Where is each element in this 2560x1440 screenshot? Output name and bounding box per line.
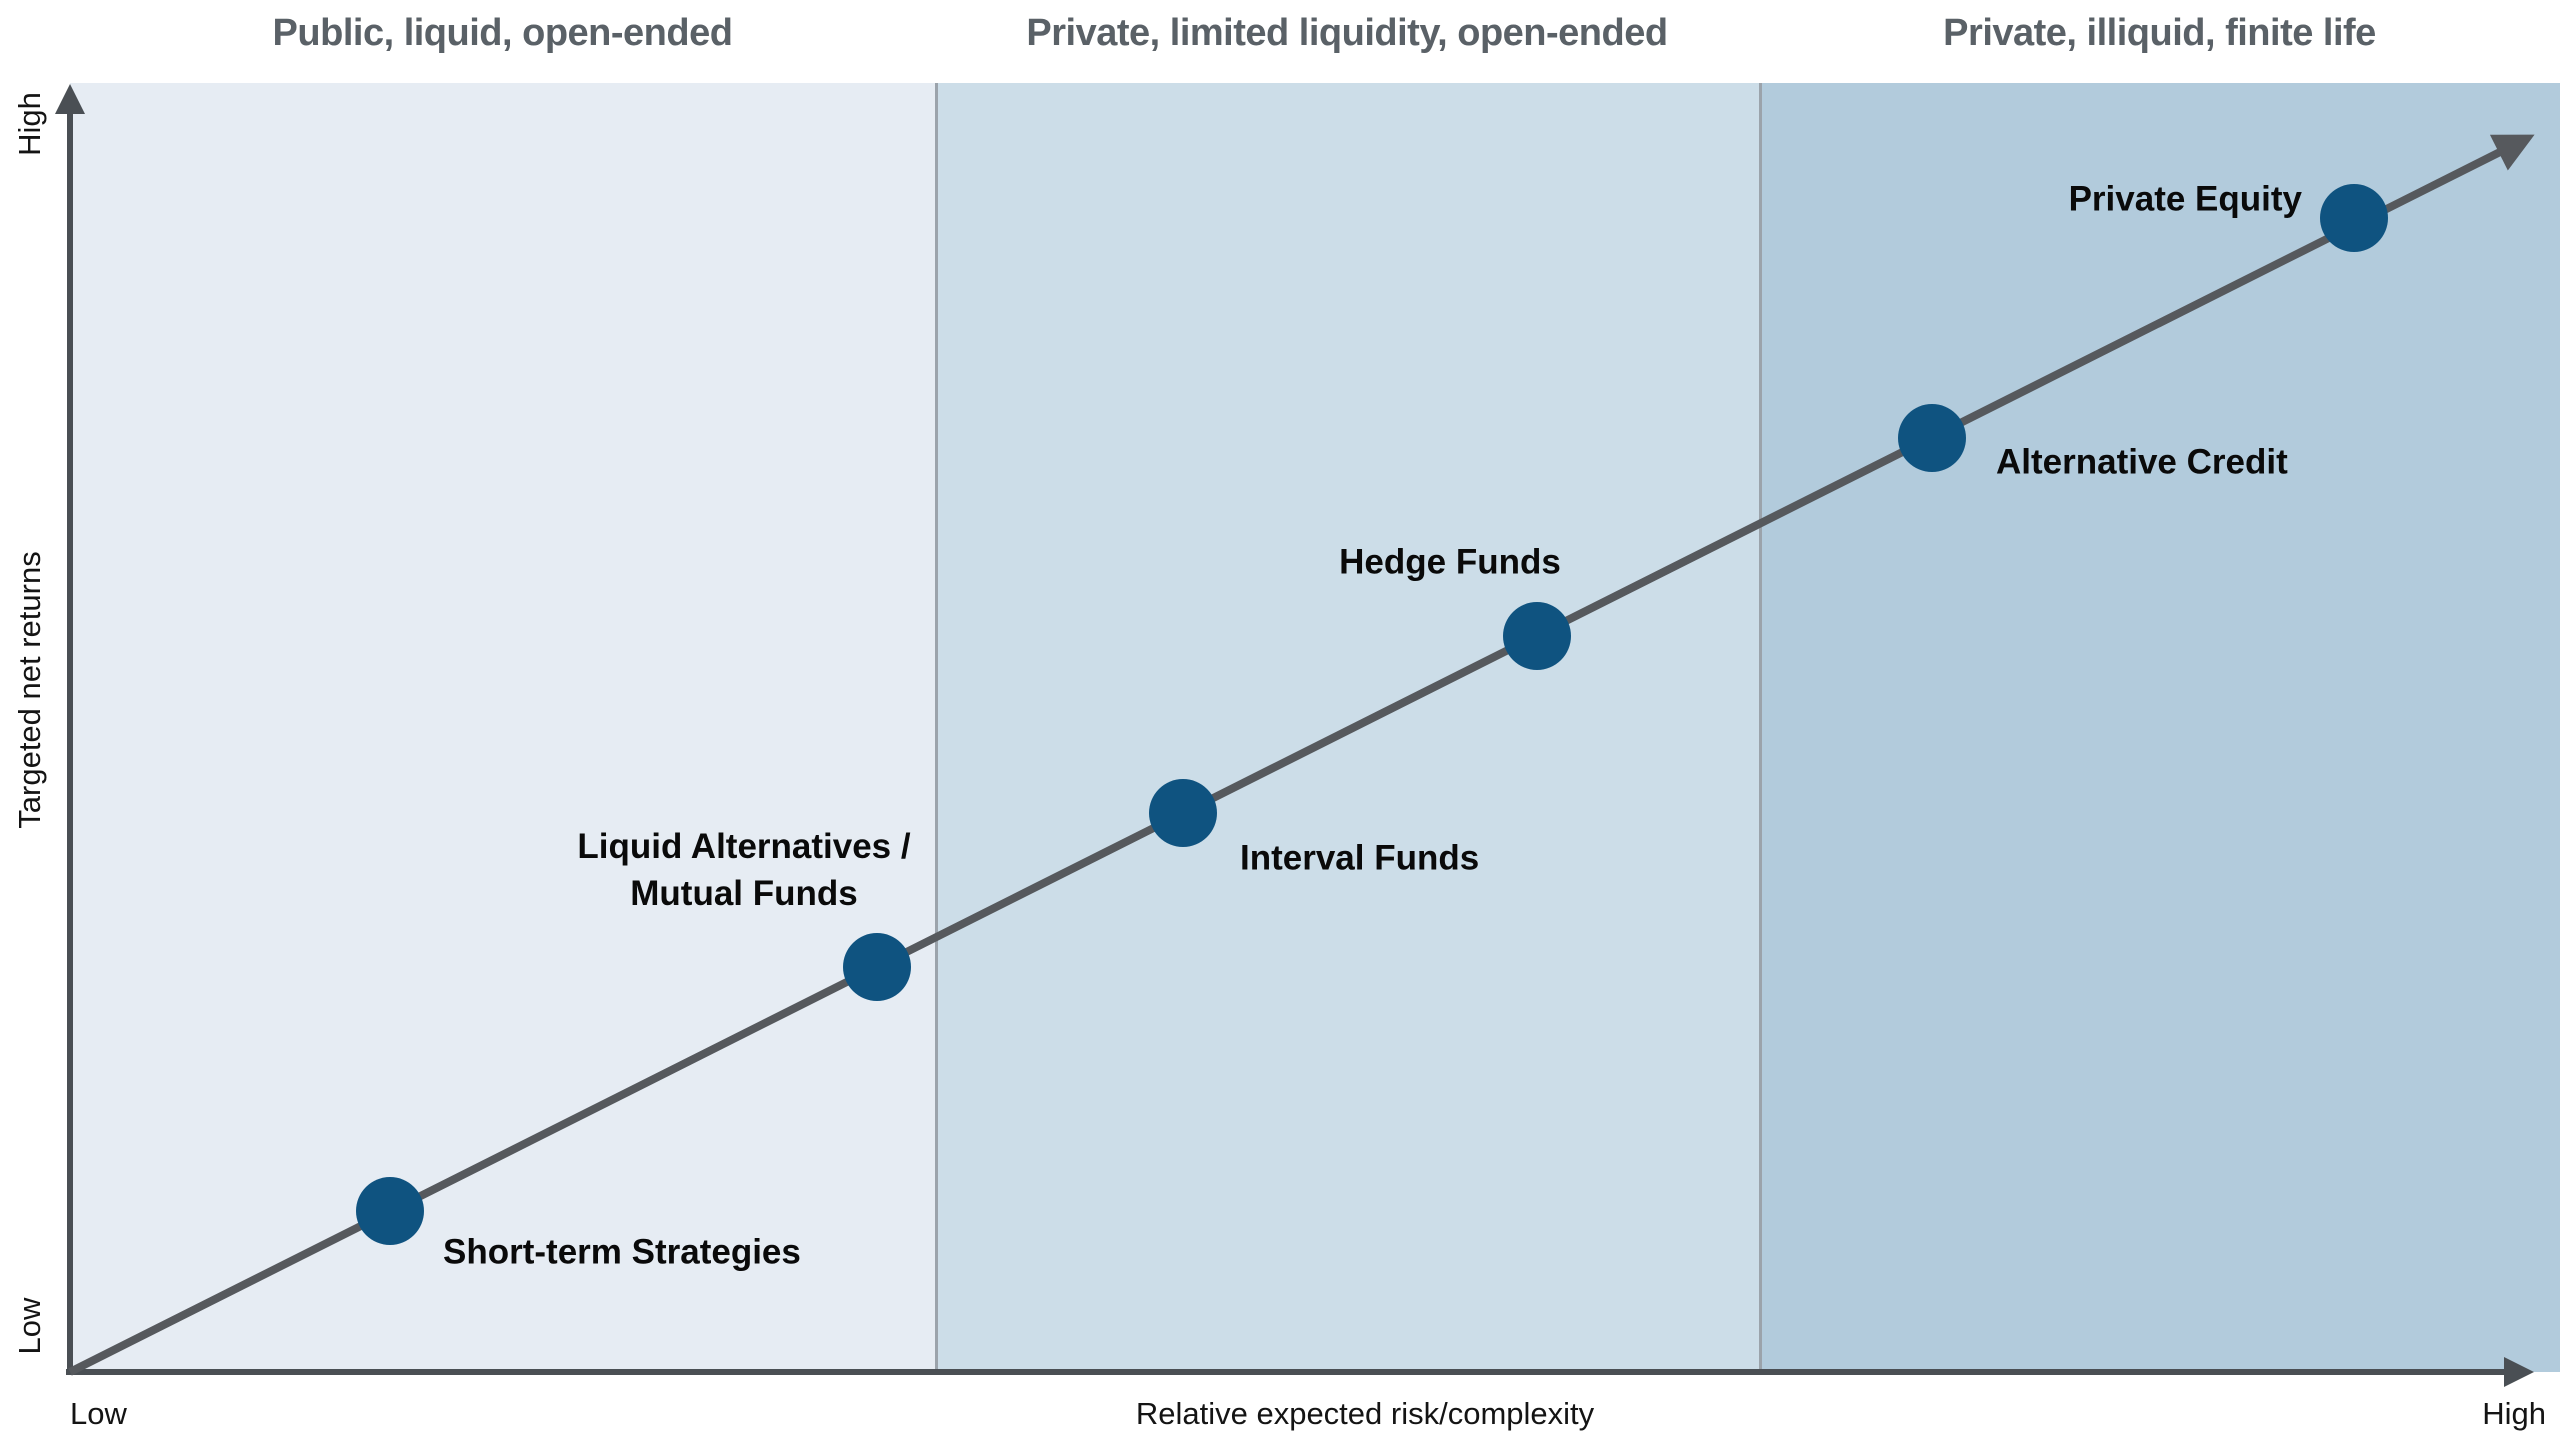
data-point-dot xyxy=(1149,779,1217,847)
risk-return-trend-arrow xyxy=(68,134,2535,1376)
data-point-dot xyxy=(2320,184,2388,252)
x-axis-title: Relative expected risk/complexity xyxy=(1135,1396,1595,1431)
data-point-dot xyxy=(843,933,911,1001)
data-point-label: Alternative Credit xyxy=(1996,442,2288,482)
x-axis-low-label: Low xyxy=(70,1396,127,1431)
y-axis-high-label: High xyxy=(12,92,47,156)
data-point-label: Liquid Alternatives / Mutual Funds xyxy=(577,827,911,913)
y-axis-title: Targeted net returns xyxy=(12,551,47,829)
zone-header: Private, limited liquidity, open-ended xyxy=(1026,12,1668,54)
data-point-label: Private Equity xyxy=(2068,179,2302,219)
zone-header: Private, illiquid, finite life xyxy=(1943,12,2376,54)
zone-header: Public, liquid, open-ended xyxy=(272,12,733,54)
data-point-label: Hedge Funds xyxy=(1339,542,1561,582)
x-axis-high-label: High xyxy=(2482,1396,2546,1431)
zone-band xyxy=(1759,83,2560,1372)
data-point-dot xyxy=(1898,404,1966,472)
data-point-label: Short-term Strategies xyxy=(443,1232,801,1272)
data-point-dot xyxy=(1503,602,1571,670)
data-point-label: Interval Funds xyxy=(1240,838,1480,878)
y-axis-low-label: Low xyxy=(12,1297,47,1355)
data-point-dot xyxy=(356,1177,424,1245)
